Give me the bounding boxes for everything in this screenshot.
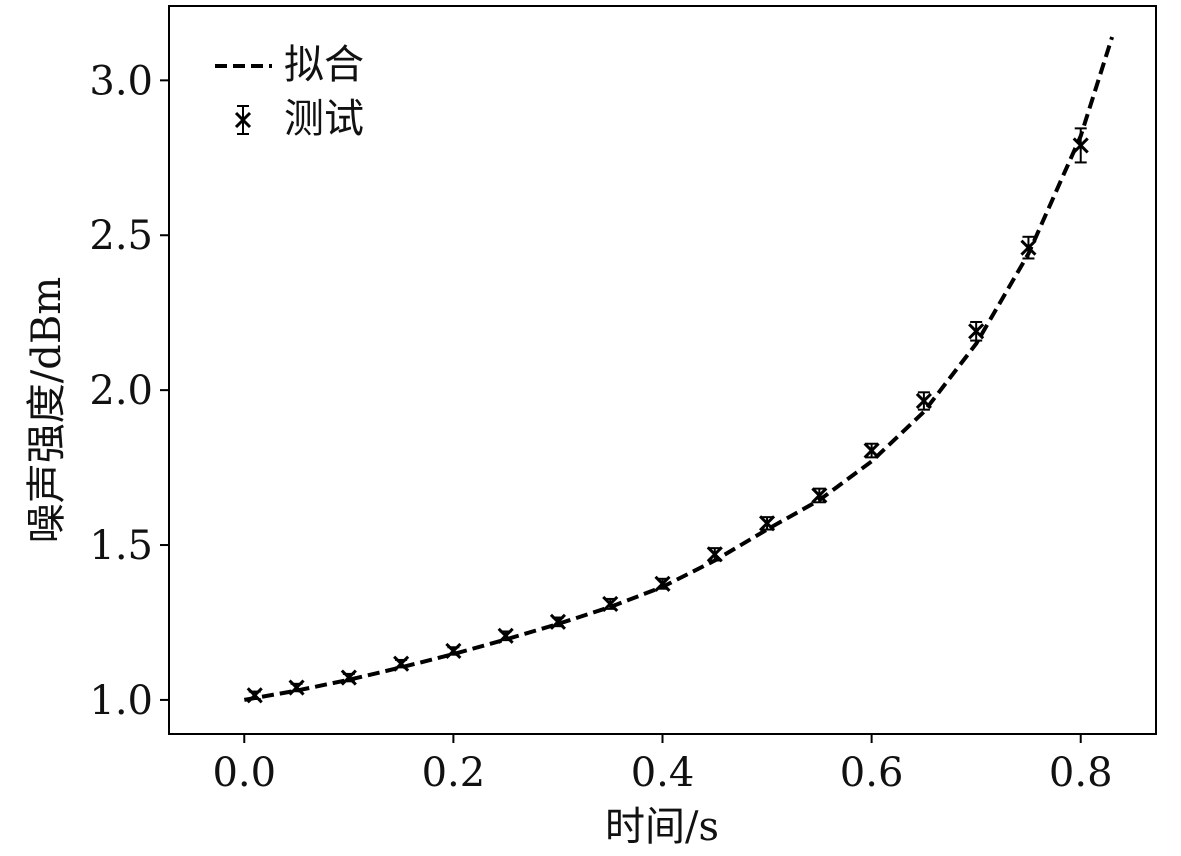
fit-series-layer — [243, 36, 1115, 702]
x-marker-stroke-b — [968, 323, 985, 340]
x-marker-stroke-b — [549, 613, 567, 630]
x-marker-stroke-b — [863, 442, 880, 459]
test-point — [758, 515, 776, 532]
legend-fit-label: 拟合 — [284, 42, 364, 88]
x-tick-label: 0.2 — [422, 750, 486, 796]
x-tick-label: 0.0 — [212, 750, 276, 796]
test-point — [654, 575, 671, 592]
test-point — [1020, 235, 1037, 260]
y-axis-ticks: 1.0 1.5 2.0 2.5 3.0 — [89, 58, 169, 724]
test-point — [1072, 127, 1089, 164]
y-tick-label: 2.5 — [89, 213, 153, 259]
x-marker-stroke-b — [654, 575, 671, 592]
test-point — [915, 391, 932, 411]
y-tick-label: 1.5 — [89, 523, 153, 569]
x-marker-stroke-b — [602, 595, 619, 612]
x-marker-stroke-b — [811, 487, 828, 504]
test-point — [340, 669, 357, 686]
x-axis-ticks: 0.0 0.2 0.4 0.6 0.8 — [212, 734, 1113, 796]
y-axis-title: 噪声强度/dBm — [24, 277, 70, 543]
x-tick-label: 0.4 — [631, 750, 695, 796]
y-tick-label: 3.0 — [89, 58, 153, 104]
test-point — [549, 613, 567, 630]
x-tick-label: 0.6 — [840, 750, 904, 796]
test-point — [288, 679, 305, 696]
x-marker-stroke-b — [1020, 239, 1037, 256]
x-marker-stroke-b — [288, 679, 305, 696]
test-point — [706, 546, 723, 563]
test-point — [863, 442, 880, 459]
test-point — [497, 627, 514, 644]
x-marker-stroke-b — [497, 627, 514, 644]
x-marker-stroke-b — [706, 546, 723, 563]
legend-test-swatch — [234, 105, 252, 135]
test-point — [445, 642, 462, 660]
legend: 拟合 测试 — [215, 42, 364, 142]
x-marker-stroke-b — [1072, 137, 1089, 154]
test-point — [811, 487, 828, 504]
x-axis-title: 时间/s — [605, 804, 719, 850]
test-point — [393, 655, 410, 672]
fit-line — [243, 36, 1115, 702]
x-marker-stroke-b — [915, 392, 932, 410]
x-marker-stroke-b — [246, 687, 263, 704]
x-tick-label: 0.8 — [1049, 750, 1113, 796]
test-point — [602, 595, 619, 612]
x-marker-stroke-b — [445, 642, 462, 660]
y-tick-label: 2.0 — [89, 368, 153, 414]
test-point — [246, 687, 263, 704]
x-marker-stroke-b — [393, 655, 410, 672]
test-series-layer — [246, 127, 1089, 704]
test-point — [968, 320, 985, 342]
x-marker-stroke-b — [340, 669, 357, 686]
x-marker-stroke-b — [758, 515, 776, 532]
legend-test-label: 测试 — [284, 96, 364, 142]
y-tick-label: 1.0 — [89, 678, 153, 724]
